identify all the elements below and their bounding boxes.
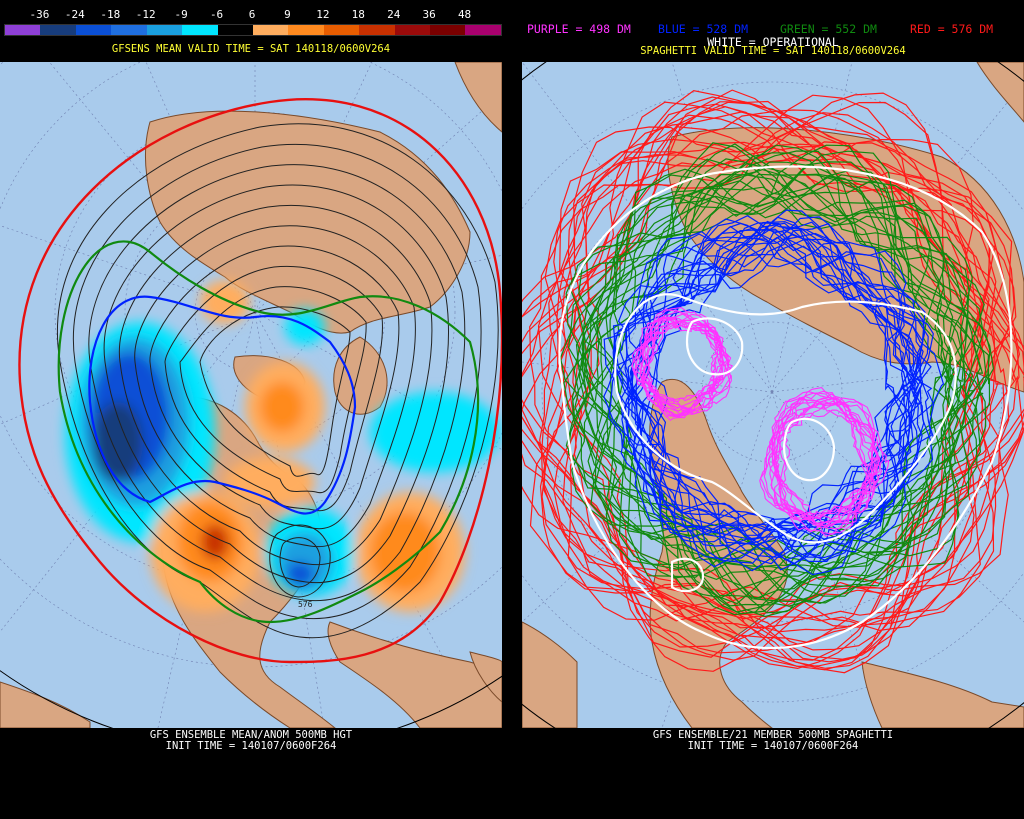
ensemble-member-contour bbox=[759, 396, 871, 527]
mean-footer-title: GFS ENSEMBLE MEAN/ANOM 500MB HGT bbox=[149, 729, 353, 741]
mean-valid-time: GFSENS MEAN VALID TIME = SAT 140118/0600… bbox=[111, 43, 391, 55]
ensemble-member-contour bbox=[635, 320, 723, 422]
ensemble-member-contour bbox=[540, 126, 990, 632]
ensemble-member-contour bbox=[522, 96, 1024, 661]
ensemble-member-contour bbox=[565, 162, 981, 583]
colorbar-swatch bbox=[111, 25, 147, 35]
ensemble-member-contour bbox=[634, 323, 722, 418]
legend-value: -18 bbox=[100, 8, 121, 21]
ensemble-member-contour bbox=[543, 138, 1015, 626]
ensemble-member-contour bbox=[559, 152, 970, 578]
spaghetti-valid-time: SPAGHETTI VALID TIME = SAT 140118/0600V2… bbox=[640, 45, 906, 57]
legend-value: -12 bbox=[135, 8, 156, 21]
panel-divider bbox=[502, 0, 522, 819]
ensemble-member-contour bbox=[587, 161, 973, 607]
ensemble-mean-panel: -36 -24 -18 -12 -9 -6 6 9 12 18 24 36 48 GFSENS MEAN… bbox=[0, 0, 502, 819]
green-552-contour bbox=[57, 240, 480, 624]
legend-value: 18 bbox=[351, 8, 365, 21]
legend-value: 12 bbox=[316, 8, 330, 21]
ensemble-member-contour bbox=[584, 158, 965, 615]
spaghetti-map bbox=[522, 62, 1024, 728]
colorbar-swatch bbox=[394, 25, 431, 35]
colorbar-swatch bbox=[430, 25, 466, 35]
legend-value: -6 bbox=[209, 8, 224, 21]
legend-purple: PURPLE = 498 DM bbox=[527, 22, 631, 36]
ensemble-member-contour bbox=[777, 392, 885, 522]
ensemble-member-contour bbox=[646, 316, 732, 417]
ensemble-member-contour bbox=[565, 181, 987, 600]
spaghetti-legend: PURPLE = 498 DM BLUE = 528 DM GREEN = 55… bbox=[522, 22, 1024, 36]
colorbar-swatch bbox=[288, 25, 324, 35]
legend-value: 48 bbox=[457, 8, 472, 21]
anomaly-shading bbox=[65, 280, 500, 612]
ensemble-member-contour bbox=[581, 173, 995, 605]
ensemble-member-contour bbox=[632, 216, 923, 561]
contour-label: 576 bbox=[298, 600, 313, 609]
colorbar-swatch bbox=[323, 25, 360, 35]
colorbar-swatch bbox=[359, 25, 395, 35]
ensemble-member-contour bbox=[522, 101, 1024, 671]
ensemble-member-contour bbox=[640, 313, 724, 415]
legend-blue: BLUE = 528 DM bbox=[658, 22, 749, 36]
ensemble-member-contour bbox=[640, 307, 730, 402]
anomaly-legend-values: -36 -24 -18 -12 -9 -6 6 9 12 18 24 36 48 bbox=[0, 8, 502, 21]
operational-run-contours bbox=[558, 165, 1013, 650]
ensemble-member-contour bbox=[624, 225, 923, 572]
colorbar-swatch bbox=[146, 25, 183, 35]
ensemble-member-contour bbox=[767, 400, 876, 526]
green-552-spaghetti bbox=[559, 142, 995, 618]
ensemble-member-contour bbox=[778, 398, 890, 524]
colorbar-swatch bbox=[252, 25, 289, 35]
mean-footer-init: INIT TIME = 140107/0600F264 bbox=[165, 740, 337, 752]
ensemble-member-contour bbox=[567, 150, 985, 569]
legend-red: RED = 576 DM bbox=[910, 22, 994, 36]
ensemble-member-contour bbox=[575, 173, 984, 607]
ensemble-member-contour bbox=[537, 101, 1024, 658]
purple-498-spaghetti bbox=[631, 307, 890, 537]
legend-white: WHITE = OPERATIONAL bbox=[707, 35, 839, 49]
colorbar-swatch bbox=[182, 25, 218, 35]
colorbar-swatch bbox=[75, 25, 112, 35]
spaghetti-footer-title: GFS ENSEMBLE/21 MEMBER 500MB SPAGHETTI bbox=[652, 729, 894, 741]
ensemble-member-contour bbox=[773, 390, 881, 521]
ensemble-member-contour bbox=[624, 221, 919, 561]
ensemble-member-contour bbox=[627, 220, 945, 541]
legend-value: 6 bbox=[248, 8, 256, 21]
legend-value: 9 bbox=[284, 8, 291, 21]
colorbar-swatch bbox=[217, 25, 253, 35]
anomaly-colorbar bbox=[4, 24, 502, 36]
ensemble-mean-map: 576 bbox=[0, 62, 502, 728]
colorbar-swatch bbox=[40, 25, 76, 35]
legend-value: 36 bbox=[422, 8, 436, 21]
colorbar-swatch bbox=[5, 25, 41, 35]
ensemble-member-contour bbox=[617, 216, 916, 562]
legend-value: 24 bbox=[387, 8, 401, 21]
ensemble-member-contour bbox=[563, 168, 973, 599]
spaghetti-footer-init: INIT TIME = 140107/0600F264 bbox=[687, 740, 859, 752]
ensemble-member-contour bbox=[578, 173, 991, 588]
legend-value: -36 bbox=[29, 8, 50, 21]
blue-528-contour bbox=[88, 295, 357, 515]
ensemble-member-contour bbox=[644, 316, 732, 415]
colorbar-swatch bbox=[465, 25, 501, 35]
legend-value: -24 bbox=[64, 8, 85, 21]
legend-green: GREEN = 552 DM bbox=[780, 22, 877, 36]
spaghetti-panel: PURPLE = 498 DM BLUE = 528 DM GREEN = 55… bbox=[522, 0, 1024, 819]
ensemble-member-contour bbox=[769, 391, 883, 519]
legend-value: -9 bbox=[174, 8, 188, 21]
ensemble-member-contour bbox=[641, 316, 727, 418]
ensemble-member-contour bbox=[529, 94, 1005, 672]
ensemble-member-contour bbox=[582, 144, 969, 581]
red-576-contour bbox=[18, 98, 502, 664]
